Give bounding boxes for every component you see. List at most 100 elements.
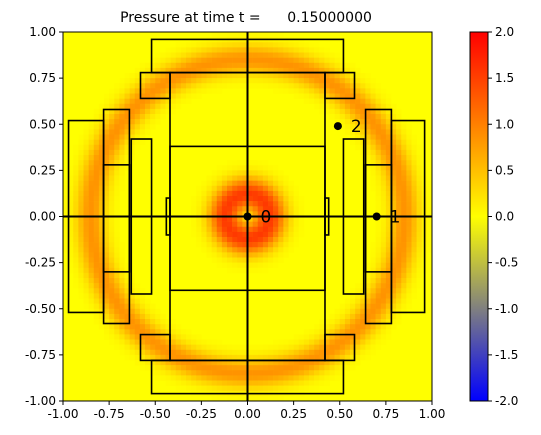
heatmap-cell xyxy=(78,196,84,202)
heatmap-cell xyxy=(283,83,289,89)
heatmap-cell xyxy=(262,32,269,38)
heatmap-cell xyxy=(196,344,202,351)
heatmap-cell xyxy=(155,119,161,125)
heatmap-cell xyxy=(104,144,110,151)
heatmap-cell xyxy=(426,226,432,233)
heatmap-cell xyxy=(119,349,125,356)
heatmap-cell xyxy=(391,298,397,304)
heatmap-cell xyxy=(252,375,259,381)
heatmap-cell xyxy=(283,242,289,248)
heatmap-cell xyxy=(339,108,346,115)
heatmap-cell xyxy=(201,211,207,217)
heatmap-cell xyxy=(186,370,192,376)
heatmap-cell xyxy=(196,216,202,222)
heatmap-cell xyxy=(160,88,166,94)
heatmap-cell xyxy=(237,370,243,376)
heatmap-cell xyxy=(175,344,182,351)
heatmap-cell xyxy=(391,114,397,120)
heatmap-cell xyxy=(334,339,341,345)
heatmap-cell xyxy=(232,237,238,243)
heatmap-cell xyxy=(262,380,269,386)
heatmap-cell xyxy=(247,226,253,233)
heatmap-cell xyxy=(257,165,264,171)
heatmap-cell xyxy=(360,88,366,94)
heatmap-cell xyxy=(350,83,356,89)
heatmap-cell xyxy=(278,247,284,253)
heatmap-cell xyxy=(273,216,279,222)
heatmap-cell xyxy=(339,73,346,79)
heatmap-cell xyxy=(191,226,197,233)
heatmap-cell xyxy=(109,134,115,140)
heatmap-cell xyxy=(324,324,330,330)
heatmap-cell xyxy=(324,83,330,89)
heatmap-cell xyxy=(391,216,397,222)
heatmap-cell xyxy=(150,78,156,84)
heatmap-cell xyxy=(355,319,361,325)
heatmap-cell xyxy=(104,329,110,335)
heatmap-cell xyxy=(293,185,300,192)
heatmap-cell xyxy=(283,180,289,187)
heatmap-cell xyxy=(344,344,351,351)
heatmap-cell xyxy=(150,124,156,130)
heatmap-cell xyxy=(257,32,264,38)
heatmap-cell xyxy=(298,375,305,381)
heatmap-cell xyxy=(355,67,361,74)
heatmap-cell xyxy=(88,283,95,289)
heatmap-cell xyxy=(201,185,207,192)
heatmap-cell xyxy=(93,267,100,274)
heatmap-cell xyxy=(355,114,361,120)
heatmap-cell xyxy=(145,124,151,130)
heatmap-cell xyxy=(380,298,387,304)
heatmap-cell xyxy=(206,88,212,94)
heatmap-cell xyxy=(221,83,228,89)
heatmap-cell xyxy=(334,114,341,120)
heatmap-cell xyxy=(278,52,284,58)
heatmap-cell xyxy=(227,42,233,48)
heatmap-cell xyxy=(339,324,346,330)
heatmap-cell xyxy=(160,313,166,320)
heatmap-cell xyxy=(109,144,115,151)
heatmap-cell xyxy=(109,293,115,299)
heatmap-cell xyxy=(232,42,238,48)
heatmap-cell xyxy=(73,231,79,238)
heatmap-cell xyxy=(339,98,346,105)
heatmap-cell xyxy=(170,78,177,84)
heatmap-cell xyxy=(262,267,269,274)
heatmap-cell xyxy=(119,114,125,120)
heatmap-cell xyxy=(329,329,335,335)
heatmap-cell xyxy=(216,354,223,361)
heatmap-cell xyxy=(93,298,100,304)
heatmap-cell xyxy=(396,119,402,125)
heatmap-cell xyxy=(104,134,110,140)
heatmap-cell xyxy=(119,308,125,315)
heatmap-cell xyxy=(139,354,146,361)
heatmap-cell xyxy=(180,375,187,381)
heatmap-cell xyxy=(150,67,156,74)
heatmap-cell xyxy=(329,83,335,89)
heatmap-cell xyxy=(309,42,315,48)
heatmap-cell xyxy=(314,329,320,335)
heatmap-cell xyxy=(380,221,387,228)
heatmap-cell xyxy=(278,216,284,222)
heatmap-cell xyxy=(221,360,228,366)
heatmap-cell xyxy=(114,185,120,192)
heatmap-cell xyxy=(309,57,315,64)
heatmap-cell xyxy=(109,257,115,263)
heatmap-cell xyxy=(365,88,371,94)
heatmap-cell xyxy=(298,370,305,376)
heatmap-cell xyxy=(191,201,197,207)
heatmap-cell xyxy=(262,375,269,381)
heatmap-cell xyxy=(365,98,371,105)
heatmap-cell xyxy=(262,52,269,58)
heatmap-cell xyxy=(257,375,264,381)
heatmap-cell xyxy=(129,329,136,335)
heatmap-cell xyxy=(365,114,371,120)
heatmap-cell xyxy=(196,370,202,376)
heatmap-cell xyxy=(273,196,279,202)
heatmap-cell xyxy=(396,165,402,171)
heatmap-cell xyxy=(385,175,392,181)
heatmap-cell xyxy=(391,170,397,176)
heatmap-cell xyxy=(114,324,120,330)
heatmap-cell xyxy=(329,319,335,325)
heatmap-cell xyxy=(365,272,371,279)
